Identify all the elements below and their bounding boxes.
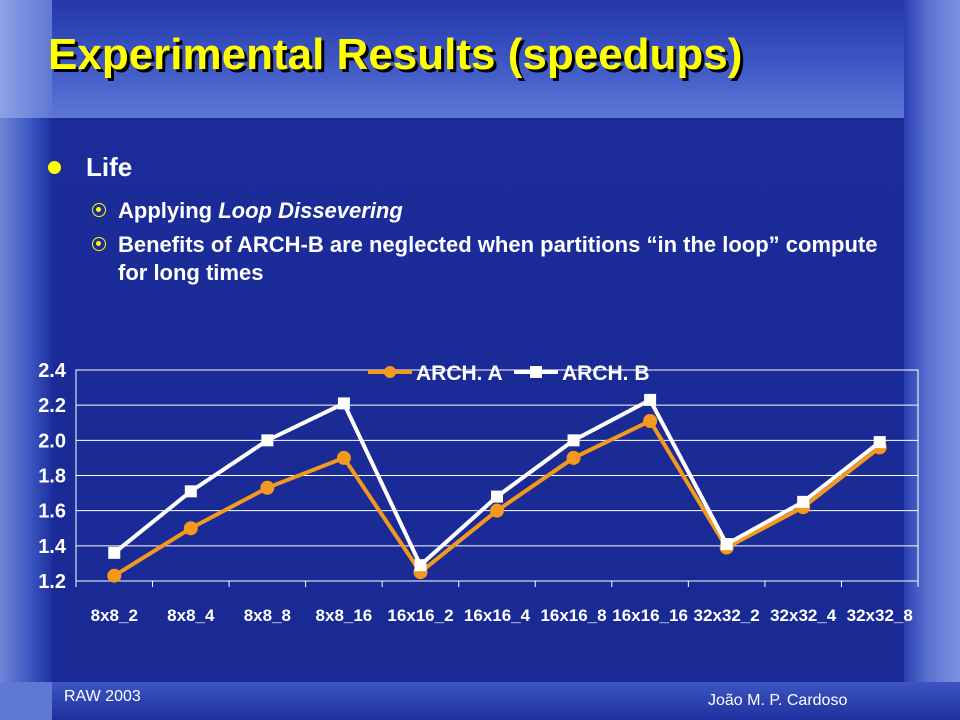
left-decor-strip bbox=[0, 0, 52, 720]
sub-bullet-1-prefix: Applying bbox=[118, 198, 219, 223]
title-band-corner bbox=[0, 0, 52, 118]
series-arch-b-point bbox=[108, 546, 121, 559]
title-band bbox=[0, 0, 904, 118]
series-arch-a-point bbox=[566, 450, 581, 465]
y-tick-label: 1.2 bbox=[38, 571, 66, 593]
x-tick-label: 16x16_16 bbox=[612, 606, 688, 625]
series-arch-a-point bbox=[107, 568, 122, 583]
series-arch-a-legend-marker bbox=[384, 366, 396, 378]
series-arch-a-point bbox=[260, 480, 275, 495]
bullet-life-text: Life bbox=[86, 152, 133, 182]
series-arch-b-point bbox=[720, 538, 733, 551]
series-arch-b-point bbox=[337, 397, 350, 410]
series-arch-b-point bbox=[414, 559, 427, 572]
footer-author: João M. P. Cardoso bbox=[708, 692, 848, 709]
footer-band-corner bbox=[0, 682, 52, 720]
sub-bullet-1: Applying Loop Dissevering bbox=[64, 197, 878, 225]
speedup-line-chart: 1.2 1.4 1.6 1.8 2.0 2.2 2.4 8x8_2 8x8_4 8x8_8 8x8_… bbox=[38, 360, 919, 625]
sub-bullet-1-italic: Loop Dissevering bbox=[218, 198, 403, 223]
series-arch-a-legend-label: ARCH. A bbox=[416, 362, 503, 385]
bullet-list: Life Applying Loop Dissevering Benefits … bbox=[48, 152, 904, 293]
x-tick-label: 32x32_8 bbox=[847, 606, 913, 625]
series-arch-a-point bbox=[183, 521, 198, 536]
series-arch-b-point bbox=[873, 436, 886, 449]
target-bullet-icon bbox=[92, 237, 106, 251]
x-tick-label: 16x16_8 bbox=[540, 606, 606, 625]
target-bullet-icon bbox=[92, 203, 106, 217]
x-tick-label: 8x8_8 bbox=[244, 606, 291, 625]
bullet-dot-icon bbox=[48, 161, 61, 174]
series-arch-b-legend-label: ARCH. B bbox=[562, 362, 650, 385]
slide-title: Experimental Results (speedups) bbox=[48, 30, 743, 79]
sub-bullet-2-text: Benefits of ARCH-B are neglected when pa… bbox=[118, 232, 878, 285]
series-arch-a-point bbox=[336, 450, 351, 465]
series-arch-b-line bbox=[113, 397, 881, 569]
series-arch-a-point bbox=[643, 413, 658, 428]
y-tick-label: 2.2 bbox=[38, 395, 66, 417]
series-arch-b-point bbox=[261, 434, 274, 447]
x-tick-label: 16x16_2 bbox=[387, 606, 453, 625]
x-tick-label: 32x32_4 bbox=[770, 606, 837, 625]
right-decor-strip bbox=[904, 0, 960, 720]
x-tick-label: 8x8_4 bbox=[167, 606, 215, 625]
footer-band bbox=[0, 682, 960, 720]
sub-bullet-2: Benefits of ARCH-B are neglected when pa… bbox=[64, 231, 878, 287]
footer-conference: RAW 2003 bbox=[64, 688, 141, 705]
series-arch-b-legend-marker bbox=[530, 366, 542, 378]
y-tick-label: 1.4 bbox=[38, 536, 67, 558]
series-arch-b-point bbox=[567, 434, 580, 447]
y-tick-label: 2.4 bbox=[38, 360, 67, 382]
series-arch-a-point bbox=[490, 503, 504, 518]
x-tick-label: 8x8_16 bbox=[316, 606, 373, 625]
series-arch-b-point bbox=[644, 393, 657, 406]
x-tick-label: 16x16_4 bbox=[464, 606, 531, 625]
y-tick-label: 1.8 bbox=[38, 466, 66, 488]
series-arch-b-point bbox=[797, 495, 810, 508]
y-tick-label: 1.6 bbox=[38, 501, 66, 523]
x-tick-label: 8x8_2 bbox=[91, 606, 138, 625]
x-tick-label: 32x32_2 bbox=[694, 606, 760, 625]
series-arch-b-point bbox=[491, 490, 503, 503]
y-tick-label: 2.0 bbox=[38, 430, 66, 452]
bullet-life: Life bbox=[48, 152, 904, 183]
series-arch-b-point bbox=[184, 485, 197, 498]
